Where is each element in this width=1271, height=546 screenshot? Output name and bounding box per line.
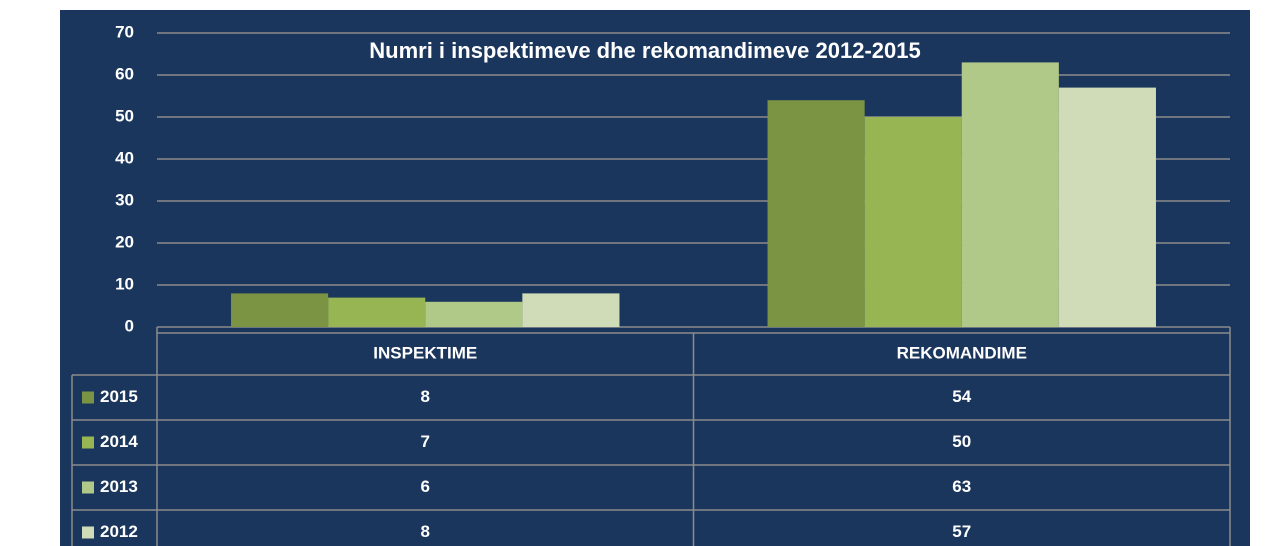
legend-swatch [82,526,94,539]
table-value: 8 [421,522,430,541]
bar [767,100,865,327]
legend-label: 2013 [100,477,138,496]
legend-label: 2015 [100,387,138,406]
table-value: 57 [952,522,971,541]
x-tick-label: REKOMANDIME [897,343,1027,362]
y-tick-label: 30 [115,190,134,209]
chart-title: Numri i inspektimeve dhe rekomandimeve 2… [369,38,920,63]
table-value: 54 [952,387,971,406]
legend-swatch [82,391,94,404]
bar [522,293,620,327]
bar [425,301,523,327]
bar [1058,87,1156,327]
table-value: 7 [421,432,430,451]
y-tick-label: 70 [115,22,134,41]
legend-label: 2014 [100,432,138,451]
y-tick-label: 40 [115,148,134,167]
y-tick-label: 50 [115,106,134,125]
bar [864,117,962,327]
table-value: 50 [952,432,971,451]
table-value: 8 [421,387,430,406]
legend-swatch [82,481,94,494]
bar [961,62,1059,328]
y-tick-label: 10 [115,274,134,293]
x-tick-label: INSPEKTIME [373,343,477,362]
legend-label: 2012 [100,522,138,541]
legend-swatch [82,436,94,449]
bar [231,293,329,327]
y-tick-label: 60 [115,64,134,83]
table-value: 6 [421,477,430,496]
y-tick-label: 20 [115,232,134,251]
table-value: 63 [952,477,971,496]
bar [328,297,426,327]
y-tick-label: 0 [125,316,134,335]
